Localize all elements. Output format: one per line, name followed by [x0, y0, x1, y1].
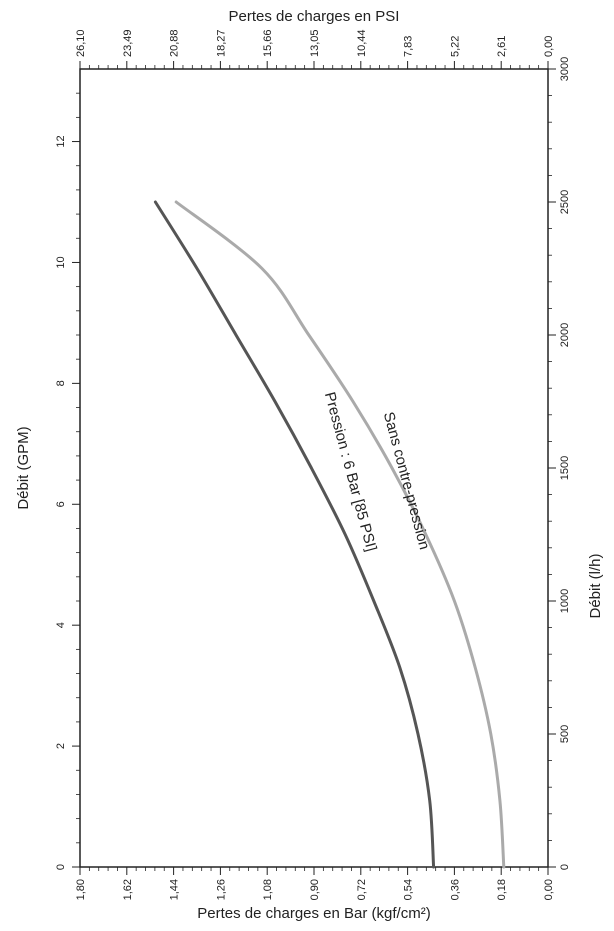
bar-tick-label: 0,36: [449, 879, 461, 900]
psi-tick-label: 10,44: [356, 29, 368, 57]
bar-tick-label: 0,18: [496, 879, 508, 900]
plot-frame: [79, 68, 549, 868]
lh-tick-label: 1000: [559, 589, 571, 613]
gpm-tick-label: 8: [55, 380, 67, 386]
gpm-tick-label: 0: [55, 864, 67, 870]
lh-tick-label: 2500: [559, 190, 571, 214]
bar-tick-label: 1,44: [169, 879, 181, 900]
psi-tick-label: 23,49: [122, 29, 134, 57]
curves-layer: [153, 200, 506, 869]
psi-tick-label: 2,61: [496, 36, 508, 57]
gpm-tick-label: 10: [55, 256, 67, 268]
psi-tick-label: 0,00: [543, 36, 555, 57]
lh-axis-title: Débit (l/h): [587, 553, 604, 618]
series-line-no-backpressure: [174, 200, 506, 869]
lh-tick-label: 500: [559, 725, 571, 743]
gpm-axis-title: Débit (GPM): [15, 426, 32, 509]
psi-tick-label: 15,66: [262, 29, 274, 57]
gpm-tick-label: 12: [55, 135, 67, 147]
gpm-tick-label: 6: [55, 501, 67, 507]
tick-labels-layer: 1,80 26,10 1,62 23,49 1,44 20,88 1,26 18,27 1,08…: [55, 29, 571, 900]
series-line-pressure-6-bar: [153, 200, 436, 869]
psi-tick-label: 18,27: [215, 29, 227, 57]
bar-tick-label: 1,62: [122, 879, 134, 900]
psi-axis-title: Pertes de charges en PSI: [229, 8, 400, 25]
bar-tick-label: 0,90: [309, 879, 321, 900]
ticks-layer: [72, 61, 556, 875]
lh-tick-label: 2000: [559, 323, 571, 347]
psi-tick-label: 20,88: [169, 29, 181, 57]
bar-tick-label: 1,80: [75, 879, 87, 900]
gpm-tick-label: 2: [55, 743, 67, 749]
bar-tick-label: 1,08: [262, 879, 274, 900]
psi-tick-label: 13,05: [309, 29, 321, 57]
bar-tick-label: 0,00: [543, 879, 555, 900]
lh-tick-label: 3000: [559, 57, 571, 81]
bar-axis-title: Pertes de charges en Bar (kgf/cm²): [197, 905, 430, 922]
lh-tick-label: 1500: [559, 456, 571, 480]
bar-tick-label: 0,54: [403, 879, 415, 900]
psi-tick-label: 5,22: [449, 36, 461, 57]
bar-tick-label: 1,26: [215, 879, 227, 900]
bar-tick-label: 0,72: [356, 879, 368, 900]
psi-tick-label: 26,10: [75, 29, 87, 57]
lh-tick-label: 0: [559, 864, 571, 870]
psi-tick-label: 7,83: [403, 36, 415, 57]
gpm-tick-label: 4: [55, 622, 67, 628]
